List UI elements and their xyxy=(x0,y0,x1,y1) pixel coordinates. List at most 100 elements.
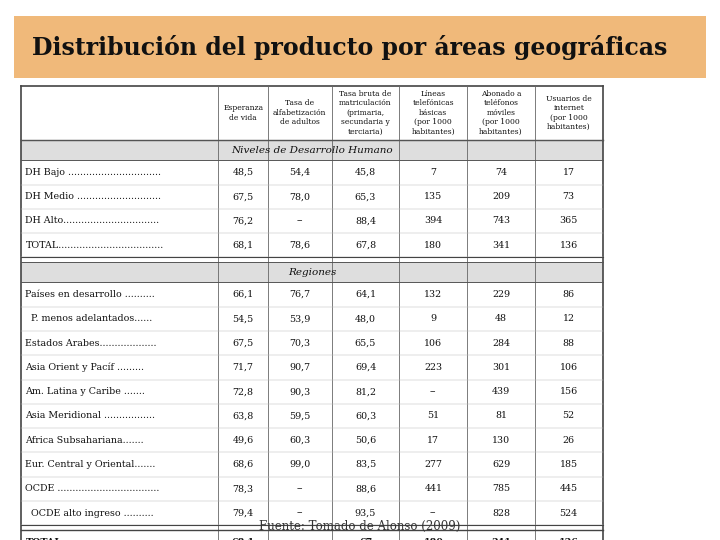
Text: 60,3: 60,3 xyxy=(355,411,376,421)
Text: Asia Orient y Pacíf .........: Asia Orient y Pacíf ......... xyxy=(25,363,145,372)
Text: 65,3: 65,3 xyxy=(355,192,377,201)
Text: 12: 12 xyxy=(563,314,575,323)
Text: 17: 17 xyxy=(427,436,439,445)
Text: 88,6: 88,6 xyxy=(355,484,376,494)
Text: 68,6: 68,6 xyxy=(233,460,254,469)
Text: 229: 229 xyxy=(492,290,510,299)
Text: 301: 301 xyxy=(492,363,510,372)
Text: Am. Latina y Caribe .......: Am. Latina y Caribe ....... xyxy=(25,387,145,396)
Text: 86: 86 xyxy=(562,290,575,299)
Text: 79,4: 79,4 xyxy=(233,509,253,517)
Text: 136: 136 xyxy=(559,538,579,540)
Text: 156: 156 xyxy=(559,387,578,396)
Text: 54,5: 54,5 xyxy=(233,314,254,323)
Text: 439: 439 xyxy=(492,387,510,396)
Text: 88,4: 88,4 xyxy=(355,217,376,226)
Text: 209: 209 xyxy=(492,192,510,201)
Text: 76,7: 76,7 xyxy=(289,290,310,299)
Text: OCDE alto ingreso ..........: OCDE alto ingreso .......... xyxy=(25,509,154,517)
Text: 49,6: 49,6 xyxy=(233,436,254,445)
Text: --: -- xyxy=(297,484,303,494)
Text: 81: 81 xyxy=(495,411,507,421)
Text: 341: 341 xyxy=(492,241,510,249)
Text: 26: 26 xyxy=(562,436,575,445)
Text: 78,3: 78,3 xyxy=(233,484,253,494)
Text: --: -- xyxy=(297,217,303,226)
Text: 52: 52 xyxy=(562,411,575,421)
Text: Esperanza
de vida: Esperanza de vida xyxy=(223,104,264,122)
Text: Tasa bruta de
matriculación
(primaria,
secundaria y
terciaria): Tasa bruta de matriculación (primaria, s… xyxy=(339,90,392,136)
Text: 9: 9 xyxy=(431,314,436,323)
Text: --: -- xyxy=(430,509,436,517)
Text: 629: 629 xyxy=(492,460,510,469)
Text: 130: 130 xyxy=(492,436,510,445)
Text: 71,7: 71,7 xyxy=(233,363,253,372)
Text: Abonado a
teléfonos
móviles
(por 1000
habitantes): Abonado a teléfonos móviles (por 1000 ha… xyxy=(480,90,523,136)
Text: 78,0: 78,0 xyxy=(289,192,310,201)
Text: 68,1: 68,1 xyxy=(232,538,255,540)
Text: 524: 524 xyxy=(559,509,578,517)
Text: 180: 180 xyxy=(424,241,442,249)
Text: 180: 180 xyxy=(423,538,444,540)
Text: Fuente: Tomado de Alonso (2009): Fuente: Tomado de Alonso (2009) xyxy=(259,520,461,533)
Text: 48: 48 xyxy=(495,314,507,323)
Text: Usuarios de
internet
(por 1000
habitantes): Usuarios de internet (por 1000 habitante… xyxy=(546,94,592,131)
Text: --: -- xyxy=(430,387,436,396)
Text: 67,5: 67,5 xyxy=(233,339,254,348)
Text: 76,2: 76,2 xyxy=(233,217,253,226)
Text: 63,8: 63,8 xyxy=(233,411,254,421)
Text: Eur. Central y Oriental.......: Eur. Central y Oriental....... xyxy=(25,460,156,469)
Text: 74: 74 xyxy=(495,168,507,177)
Text: 60,3: 60,3 xyxy=(289,436,310,445)
Text: P. menos adelantados......: P. menos adelantados...... xyxy=(25,314,153,323)
Text: DH Bajo ...............................: DH Bajo ............................... xyxy=(25,168,161,177)
Text: 72,8: 72,8 xyxy=(233,387,253,396)
Text: Países en desarrollo ..........: Países en desarrollo .......... xyxy=(25,290,156,299)
Text: 106: 106 xyxy=(424,339,442,348)
Text: 69,4: 69,4 xyxy=(355,363,376,372)
Text: 90,7: 90,7 xyxy=(289,363,310,372)
Text: 17: 17 xyxy=(563,168,575,177)
Text: 743: 743 xyxy=(492,217,510,226)
Text: --: -- xyxy=(297,509,303,517)
Text: 81,2: 81,2 xyxy=(355,387,376,396)
Text: 88: 88 xyxy=(563,339,575,348)
Text: DH Medio ............................: DH Medio ............................ xyxy=(25,192,161,201)
Text: 445: 445 xyxy=(559,484,578,494)
Text: 785: 785 xyxy=(492,484,510,494)
Text: 51: 51 xyxy=(427,411,439,421)
Text: Distribución del producto por áreas geográficas: Distribución del producto por áreas geog… xyxy=(32,35,667,60)
Text: 83,5: 83,5 xyxy=(355,460,376,469)
Text: 284: 284 xyxy=(492,339,510,348)
Text: 441: 441 xyxy=(424,484,442,494)
Text: 135: 135 xyxy=(424,192,442,201)
Text: Estados Arabes...................: Estados Arabes................... xyxy=(25,339,157,348)
Text: 90,3: 90,3 xyxy=(289,387,310,396)
Text: 828: 828 xyxy=(492,509,510,517)
Text: 185: 185 xyxy=(559,460,578,469)
Text: Asia Meridional .................: Asia Meridional ................. xyxy=(25,411,156,421)
Text: 99,0: 99,0 xyxy=(289,460,310,469)
Text: 67,8: 67,8 xyxy=(355,241,376,249)
Text: DH Alto................................: DH Alto................................ xyxy=(25,217,160,226)
Text: Africa Subsahariana.......: Africa Subsahariana....... xyxy=(25,436,144,445)
Text: TOTAL...................................: TOTAL................................... xyxy=(25,538,180,540)
Text: 48,5: 48,5 xyxy=(233,168,253,177)
Text: 132: 132 xyxy=(424,290,442,299)
Text: 59,5: 59,5 xyxy=(289,411,310,421)
Bar xyxy=(22,140,603,160)
Text: 53,9: 53,9 xyxy=(289,314,310,323)
Text: 65,5: 65,5 xyxy=(355,339,377,348)
Text: 48,0: 48,0 xyxy=(355,314,376,323)
Text: 365: 365 xyxy=(559,217,578,226)
Text: 66,1: 66,1 xyxy=(233,290,254,299)
Text: 67,5: 67,5 xyxy=(233,192,254,201)
Text: OCDE ..................................: OCDE .................................. xyxy=(25,484,160,494)
Text: 68,1: 68,1 xyxy=(233,241,253,249)
Text: 341: 341 xyxy=(491,538,511,540)
Text: 78,6: 78,6 xyxy=(289,241,310,249)
Text: Tasa de
alfabetización
de adultos: Tasa de alfabetización de adultos xyxy=(273,99,327,126)
Text: 73: 73 xyxy=(562,192,575,201)
Text: 394: 394 xyxy=(424,217,442,226)
Text: Regiones: Regiones xyxy=(288,268,336,277)
